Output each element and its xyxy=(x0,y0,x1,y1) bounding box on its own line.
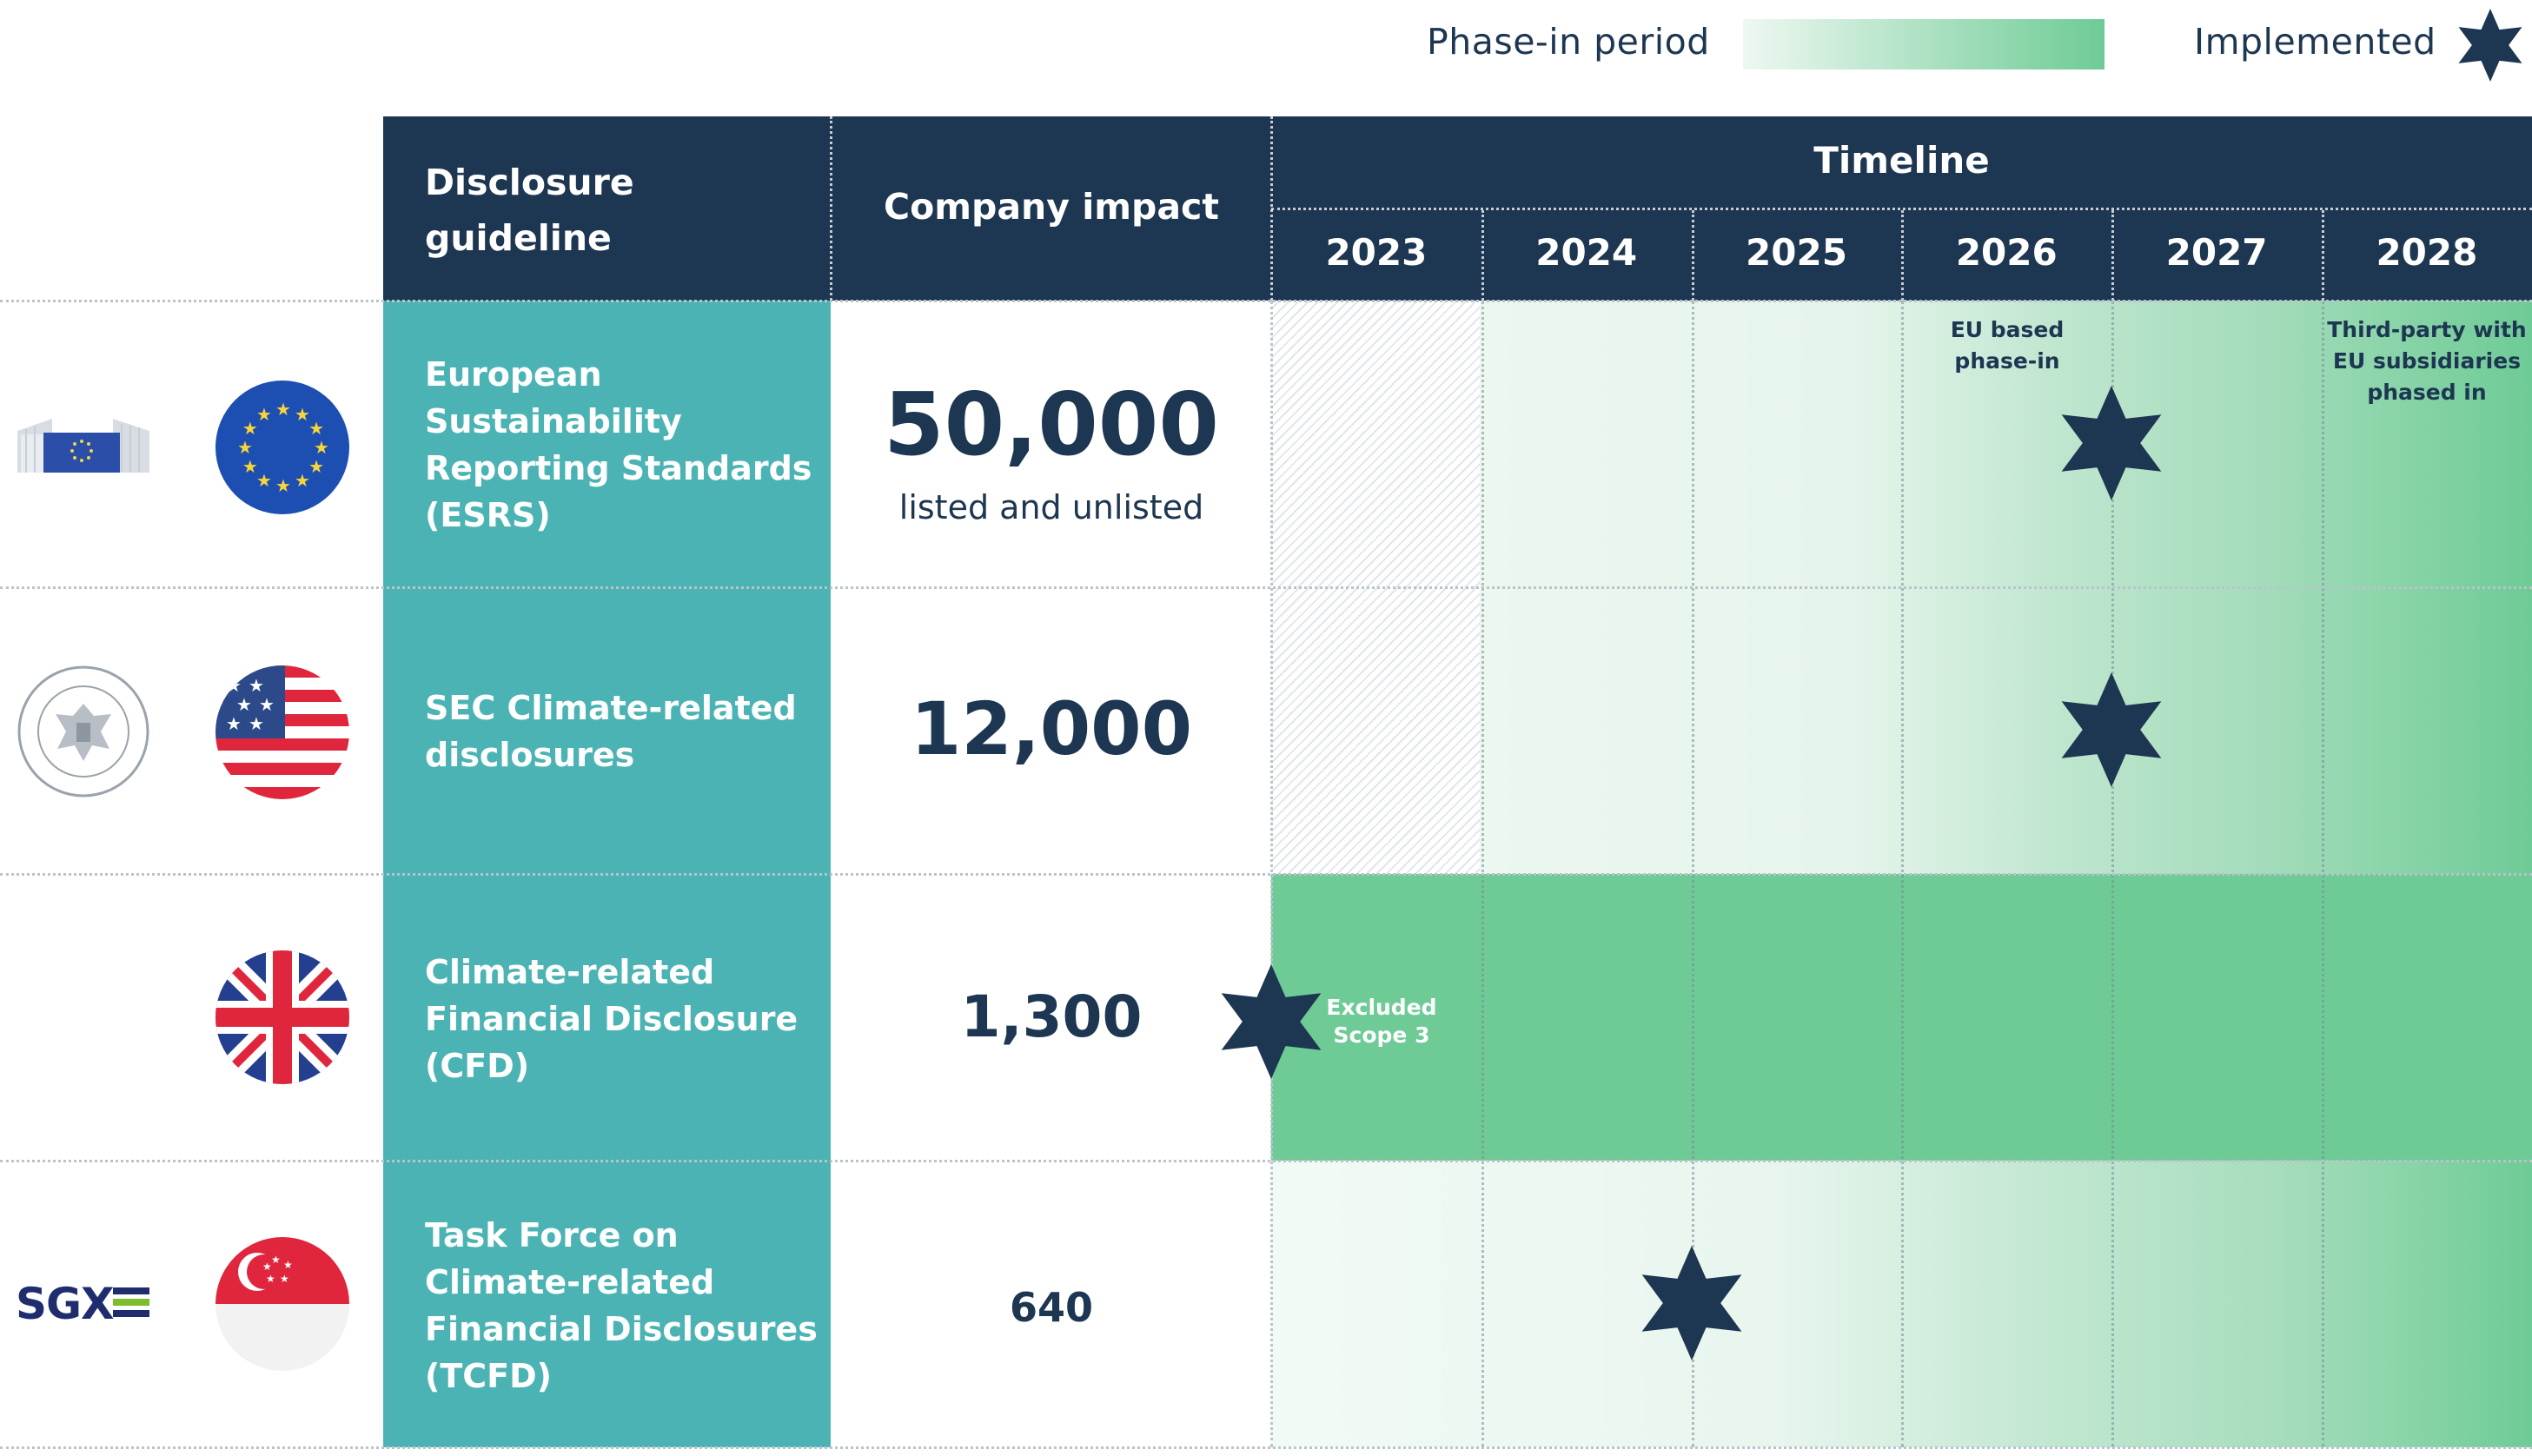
header-timeline: Timeline xyxy=(1813,139,1990,182)
year-header-divider xyxy=(1901,210,1905,301)
header-company-impact: Company impact xyxy=(884,186,1219,228)
row-divider xyxy=(0,1446,2532,1449)
guideline-line: Sustainability xyxy=(425,402,682,440)
impact-cfd: 1,300 xyxy=(960,983,1143,1050)
eu-star-icon: ★ xyxy=(242,418,258,439)
eu-star-icon: ★ xyxy=(314,437,329,458)
note-line: EU based xyxy=(1950,317,2065,342)
timeline-hatch-esrs xyxy=(1271,301,1480,587)
year-header-divider xyxy=(1691,210,1694,301)
eu-star-icon: ★ xyxy=(295,404,310,425)
year-header: 2025 xyxy=(1746,231,1847,274)
svg-text:★: ★ xyxy=(280,1273,289,1285)
note-line: phase-in xyxy=(1954,348,2060,374)
guideline-line: Reporting Standards xyxy=(425,449,812,487)
eu-star-icon: ★ xyxy=(242,456,258,477)
svg-text:★: ★ xyxy=(271,1254,281,1266)
eu-star-icon: ★ xyxy=(256,404,272,425)
note-line: Scope 3 xyxy=(1333,1023,1430,1048)
svg-text:★: ★ xyxy=(226,675,242,696)
legend-phase-in-label: Phase-in period xyxy=(1427,21,1710,63)
row-divider xyxy=(0,586,2532,589)
guideline-line: (ESRS) xyxy=(425,496,551,534)
timeline-hatch-sec xyxy=(1271,587,1480,874)
eu-star-icon: ★ xyxy=(237,437,253,458)
uk-flag xyxy=(215,950,349,1084)
year-header-divider xyxy=(1481,210,1484,301)
guideline-line: (TCFD) xyxy=(425,1357,553,1395)
note-cfd-2023: Excluded Scope 3 xyxy=(1303,994,1460,1049)
guideline-line: European xyxy=(425,355,602,394)
guideline-line: disclosures xyxy=(425,736,635,774)
svg-text:★: ★ xyxy=(262,1261,272,1273)
year-header: 2028 xyxy=(2376,231,2478,274)
note-esrs-2026: EU based phase-in xyxy=(1903,314,2111,377)
svg-text:★: ★ xyxy=(236,694,252,715)
us-flag: ★ ★ ★ ★ ★ ★ xyxy=(215,665,349,799)
guideline-cfd: Climate-related Financial Disclosure (CF… xyxy=(425,949,842,1089)
header-guideline-line1: Disclosure xyxy=(425,162,634,203)
eu-star-icon: ★ xyxy=(308,418,324,439)
note-esrs-2028: Third-party with EU subsidiaries phased … xyxy=(2322,314,2532,408)
row-divider xyxy=(0,1160,2532,1162)
sec-seal-logo xyxy=(16,664,151,799)
impact-tcfd: 640 xyxy=(1009,1284,1094,1331)
eu-flag: ★ ★ ★ ★ ★ ★ ★ ★ ★ ★ ★ ★ xyxy=(215,381,349,514)
header-divider xyxy=(830,116,832,301)
year-header: 2023 xyxy=(1325,231,1428,274)
eu-star-icon: ★ xyxy=(275,399,291,420)
guideline-sec: SEC Climate-related disclosures xyxy=(425,685,842,778)
legend-phase-in-swatch xyxy=(1743,19,2104,69)
guideline-line: Climate-related xyxy=(425,1263,715,1301)
implemented-star-icon xyxy=(2061,386,2162,500)
legend-implemented-label: Implemented xyxy=(2194,21,2436,63)
year-header-divider xyxy=(2322,210,2324,301)
legend-star-icon xyxy=(2457,9,2523,82)
svg-text:★: ★ xyxy=(226,713,242,734)
eu-star-icon: ★ xyxy=(256,470,272,491)
singapore-flag: ★ ★ ★ ★ ★ xyxy=(215,1237,349,1371)
sgx-logo-bars-icon xyxy=(113,1287,149,1317)
impact-sec: 12,000 xyxy=(910,686,1193,771)
impact-sub-esrs: listed and unlisted xyxy=(898,488,1204,526)
guideline-line: Financial Disclosure xyxy=(425,1000,799,1038)
sgx-logo-text: SGX xyxy=(16,1279,115,1329)
timeline-phase-esrs xyxy=(1480,301,2532,587)
svg-text:★: ★ xyxy=(249,713,264,734)
eu-star-icon: ★ xyxy=(295,470,310,491)
guideline-line: Financial Disclosures xyxy=(425,1310,818,1348)
header-guideline: Disclosure guideline xyxy=(425,155,634,266)
implemented-star-icon xyxy=(1641,1246,1742,1360)
eu-star-icon: ★ xyxy=(275,475,291,496)
note-line: EU subsidiaries xyxy=(2332,348,2522,374)
note-line: Excluded xyxy=(1326,995,1437,1020)
row-divider xyxy=(0,873,2532,876)
implemented-star-icon xyxy=(1221,964,1322,1079)
year-header: 2026 xyxy=(1955,231,2058,274)
note-line: phased in xyxy=(2367,380,2487,405)
svg-text:★: ★ xyxy=(249,675,264,696)
svg-text:★: ★ xyxy=(283,1259,293,1271)
header-timeline-divider xyxy=(1271,208,2532,210)
guideline-line: Climate-related xyxy=(425,953,715,991)
guideline-line: (CFD) xyxy=(425,1047,530,1085)
guideline-esrs: European Sustainability Reporting Standa… xyxy=(425,351,842,539)
year-header-divider xyxy=(2111,210,2115,301)
row-divider xyxy=(0,300,2532,302)
european-commission-logo xyxy=(17,412,149,480)
guideline-line: Task Force on xyxy=(425,1216,679,1254)
guideline-line: SEC Climate-related xyxy=(425,689,797,727)
guideline-tcfd: Task Force on Climate-related Financial … xyxy=(425,1212,842,1400)
note-line: Third-party with xyxy=(2327,317,2527,342)
implemented-star-icon xyxy=(2061,672,2162,787)
impact-esrs: 50,000 xyxy=(884,374,1219,475)
year-header: 2027 xyxy=(2165,231,2268,274)
timeline-phase-sec xyxy=(1480,587,2532,874)
svg-text:★: ★ xyxy=(259,694,275,715)
eu-star-icon: ★ xyxy=(308,456,324,477)
sgx-logo: SGX xyxy=(16,1279,115,1329)
svg-text:★: ★ xyxy=(266,1273,275,1285)
year-header: 2024 xyxy=(1535,231,1638,274)
header-guideline-line2: guideline xyxy=(425,217,612,259)
